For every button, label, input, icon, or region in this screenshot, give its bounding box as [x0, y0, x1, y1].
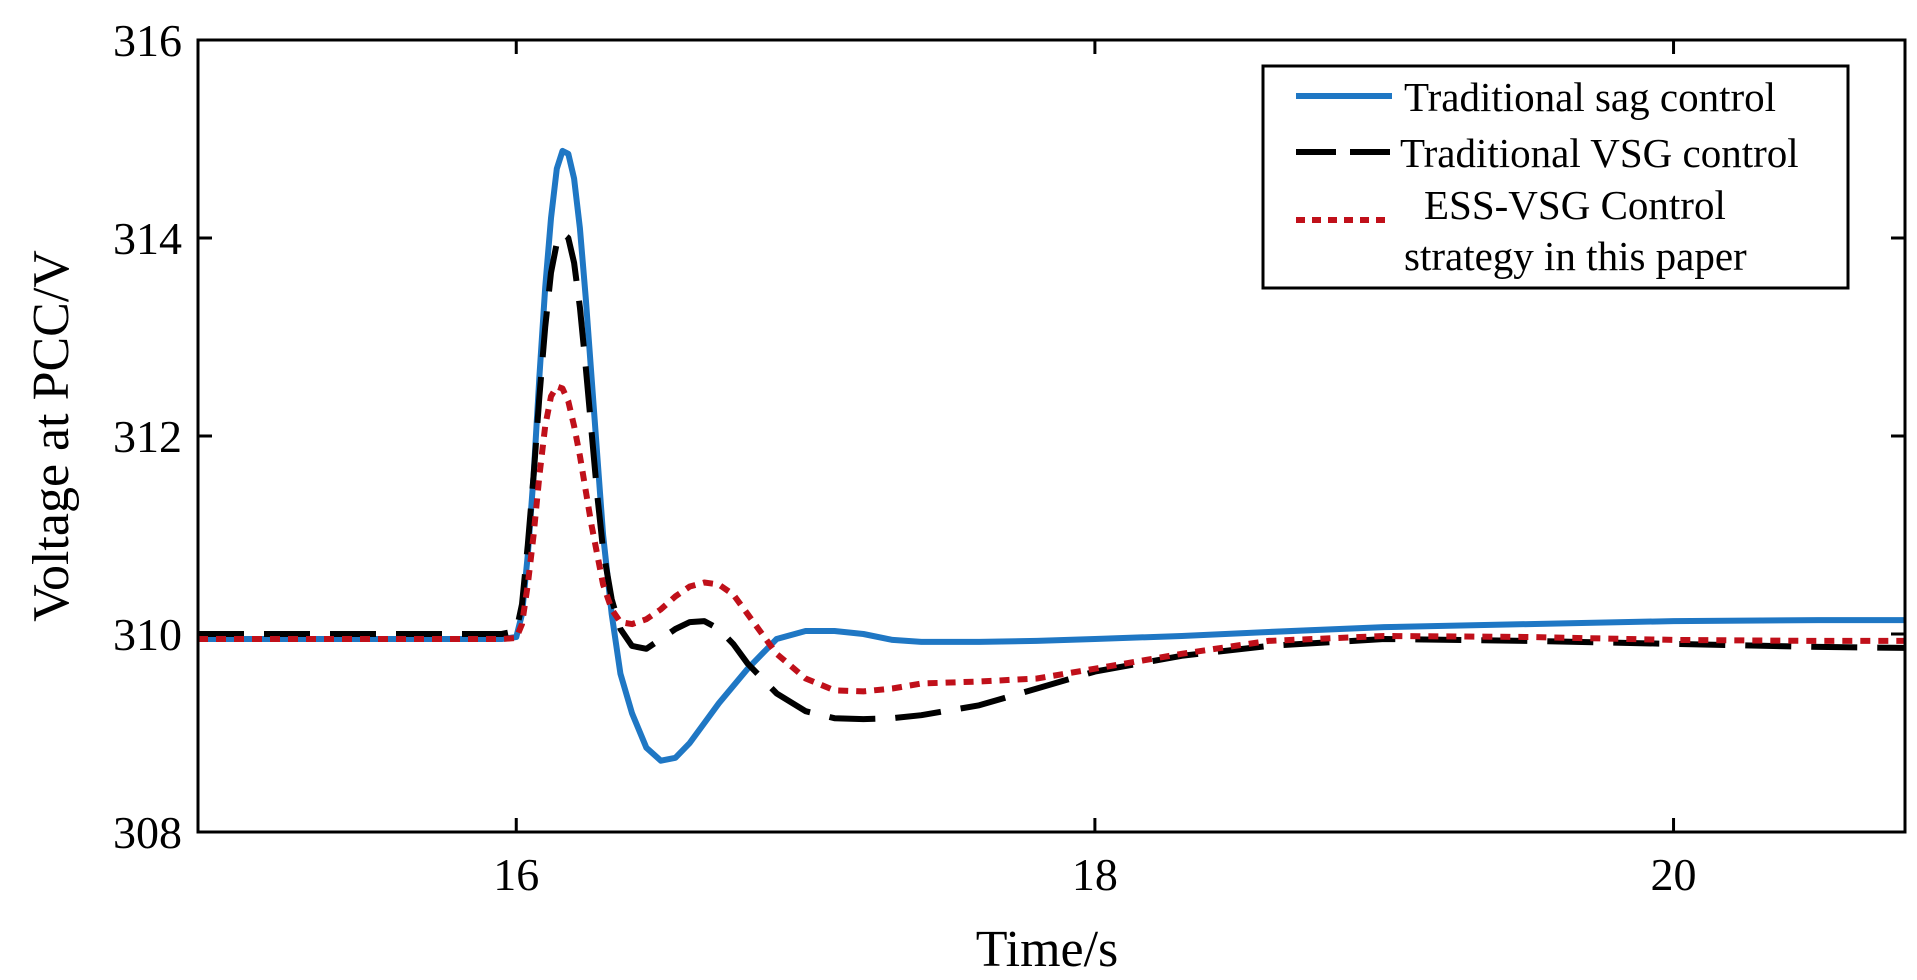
x-axis-title: Time/s	[976, 921, 1119, 978]
legend-box	[1261, 64, 1850, 290]
y-tick-label: 310	[113, 609, 182, 660]
ticks-layer: 16 18 20 308 310 312 314 316	[113, 15, 1905, 900]
y-tick-label: 308	[113, 807, 182, 858]
y-tick-label: 312	[113, 411, 182, 462]
series-layer	[198, 147, 1905, 764]
series-line-3	[198, 383, 1905, 695]
legend-label-1: Traditional sag control	[1404, 74, 1776, 120]
y-axis-title: Voltage at PCC/V	[23, 250, 80, 622]
y-tick-label: 316	[113, 15, 182, 66]
legend-label-3: ESS-VSG Control strategy in this paper	[1404, 182, 1747, 279]
legend-label-2: Traditional VSG control	[1400, 130, 1799, 176]
x-tick-label: 16	[493, 849, 539, 900]
x-tick-label: 18	[1072, 849, 1118, 900]
y-tick-label: 314	[113, 213, 182, 264]
legend: Traditional sag control Traditional VSG c…	[1261, 64, 1850, 290]
x-tick-label: 20	[1651, 849, 1697, 900]
series-line-2	[198, 230, 1905, 723]
